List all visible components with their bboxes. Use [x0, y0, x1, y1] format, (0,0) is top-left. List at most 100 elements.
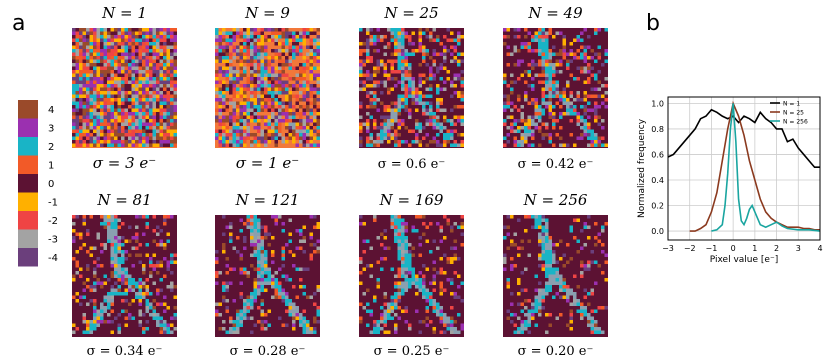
pixel	[222, 140, 226, 144]
pixel	[303, 144, 307, 148]
pixel	[111, 285, 115, 289]
pixel	[167, 268, 171, 272]
pixel	[517, 303, 521, 307]
pixel	[426, 296, 430, 300]
pixel	[429, 303, 433, 307]
pixel	[160, 229, 164, 233]
pixel	[405, 243, 409, 247]
pixel	[243, 112, 247, 116]
pixel	[559, 70, 563, 74]
pixel	[254, 140, 258, 144]
pixel	[72, 53, 76, 57]
pixel	[219, 278, 223, 282]
pixel	[577, 119, 581, 123]
pixel	[261, 46, 265, 50]
pixel	[299, 98, 303, 102]
pixel	[531, 313, 535, 317]
pixel	[528, 299, 532, 303]
pixel	[226, 285, 230, 289]
pixel	[538, 53, 542, 57]
pixel	[524, 299, 528, 303]
pixel	[275, 289, 279, 293]
pixel	[219, 53, 223, 57]
pixel	[107, 28, 111, 32]
pixel	[149, 133, 153, 137]
pixel	[118, 49, 122, 53]
pixel	[156, 119, 160, 123]
pixel	[174, 74, 178, 78]
pixel	[236, 130, 240, 134]
pixel	[76, 331, 80, 335]
pixel	[405, 278, 409, 282]
pixel	[86, 144, 90, 148]
pixel	[594, 28, 598, 32]
pixel	[236, 119, 240, 123]
pixel	[605, 254, 609, 258]
pixel	[156, 264, 160, 268]
pixel	[580, 137, 584, 141]
pixel	[426, 306, 430, 310]
pixel	[254, 268, 258, 272]
pixel	[296, 49, 300, 53]
pixel	[450, 257, 454, 261]
pixel	[114, 35, 118, 39]
pixel	[156, 67, 160, 71]
pixel	[149, 32, 153, 36]
pixel	[149, 49, 153, 53]
pixel	[163, 35, 167, 39]
pixel	[153, 310, 157, 314]
pixel	[433, 112, 437, 116]
pixel	[517, 49, 521, 53]
pixel	[170, 126, 174, 130]
pixel	[271, 254, 275, 258]
pixel	[426, 77, 430, 81]
pixel	[114, 229, 118, 233]
pixel	[433, 116, 437, 120]
pixel	[125, 271, 129, 275]
pixel	[219, 105, 223, 109]
pixel	[229, 81, 233, 85]
pixel	[142, 233, 146, 237]
pixel	[163, 112, 167, 116]
pixel	[408, 39, 412, 43]
pixel	[542, 123, 546, 127]
pixel	[282, 257, 286, 261]
pixel	[264, 268, 268, 272]
pixel	[422, 49, 426, 53]
pixel	[549, 254, 553, 258]
pixel	[377, 109, 381, 113]
pixel	[510, 28, 514, 32]
pixel	[559, 49, 563, 53]
pixel	[132, 320, 136, 324]
pixel	[97, 67, 101, 71]
pixel	[128, 67, 132, 71]
pixel	[306, 91, 310, 95]
pixel	[107, 292, 111, 296]
pixel	[292, 327, 296, 331]
pixel	[282, 109, 286, 113]
pixel	[72, 278, 76, 282]
pixel	[261, 67, 265, 71]
pixel	[398, 70, 402, 74]
pixel	[296, 88, 300, 92]
pixel	[268, 268, 272, 272]
pixel	[261, 257, 265, 261]
pixel	[86, 331, 90, 335]
pixel	[584, 264, 588, 268]
pixel	[83, 116, 87, 120]
pixel	[461, 126, 465, 130]
pixel	[591, 56, 595, 60]
pixel	[310, 215, 314, 219]
pixel	[86, 67, 90, 71]
pixel	[250, 215, 254, 219]
pixel	[226, 32, 230, 36]
pixel	[271, 35, 275, 39]
pixel	[394, 39, 398, 43]
pixel	[408, 261, 412, 265]
pixel	[538, 123, 542, 127]
pixel	[104, 84, 108, 88]
pixel	[398, 271, 402, 275]
pixel	[128, 74, 132, 78]
pixel	[83, 123, 87, 127]
pixel	[90, 63, 94, 67]
